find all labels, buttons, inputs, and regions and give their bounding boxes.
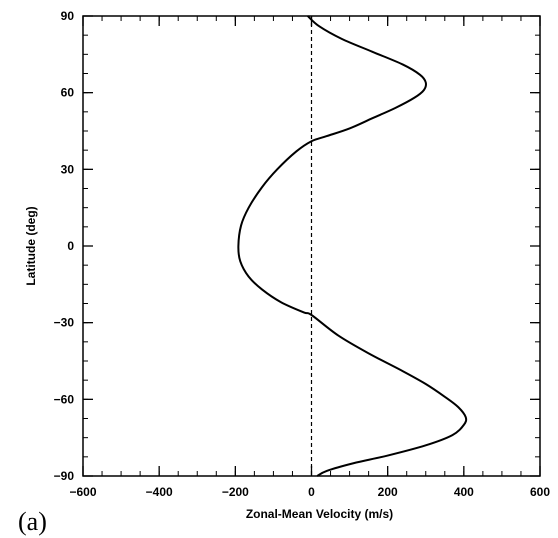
x-tick-label: −200 <box>222 485 249 499</box>
x-tick-label: 200 <box>378 485 398 499</box>
y-axis-title: Latitude (deg) <box>24 206 38 285</box>
x-tick-label: −400 <box>146 485 173 499</box>
y-tick-label: 60 <box>61 86 75 100</box>
x-tick-label: 0 <box>308 485 315 499</box>
x-tick-label: −600 <box>69 485 96 499</box>
y-tick-label: −60 <box>54 392 75 406</box>
velocity-profile-line <box>237 15 468 477</box>
x-axis-title: Zonal-Mean Velocity (m/s) <box>246 507 393 521</box>
major-ticks <box>82 15 541 477</box>
y-tick-label: 0 <box>67 239 74 253</box>
y-tick-label: −30 <box>54 316 75 330</box>
x-tick-label: 400 <box>454 485 474 499</box>
y-tick-label: 30 <box>61 162 75 176</box>
plot-area <box>82 15 541 477</box>
y-tick-labels: −90 −60 −30 0 30 60 90 <box>54 9 75 483</box>
panel-label: (a) <box>18 507 47 536</box>
plot-frame <box>82 15 541 477</box>
y-tick-label: 90 <box>61 9 75 23</box>
minor-ticks <box>82 15 541 477</box>
y-tick-label: −90 <box>54 469 75 483</box>
x-tick-labels: −600 −400 −200 0 200 400 600 <box>69 485 550 499</box>
x-tick-label: 600 <box>530 485 550 499</box>
